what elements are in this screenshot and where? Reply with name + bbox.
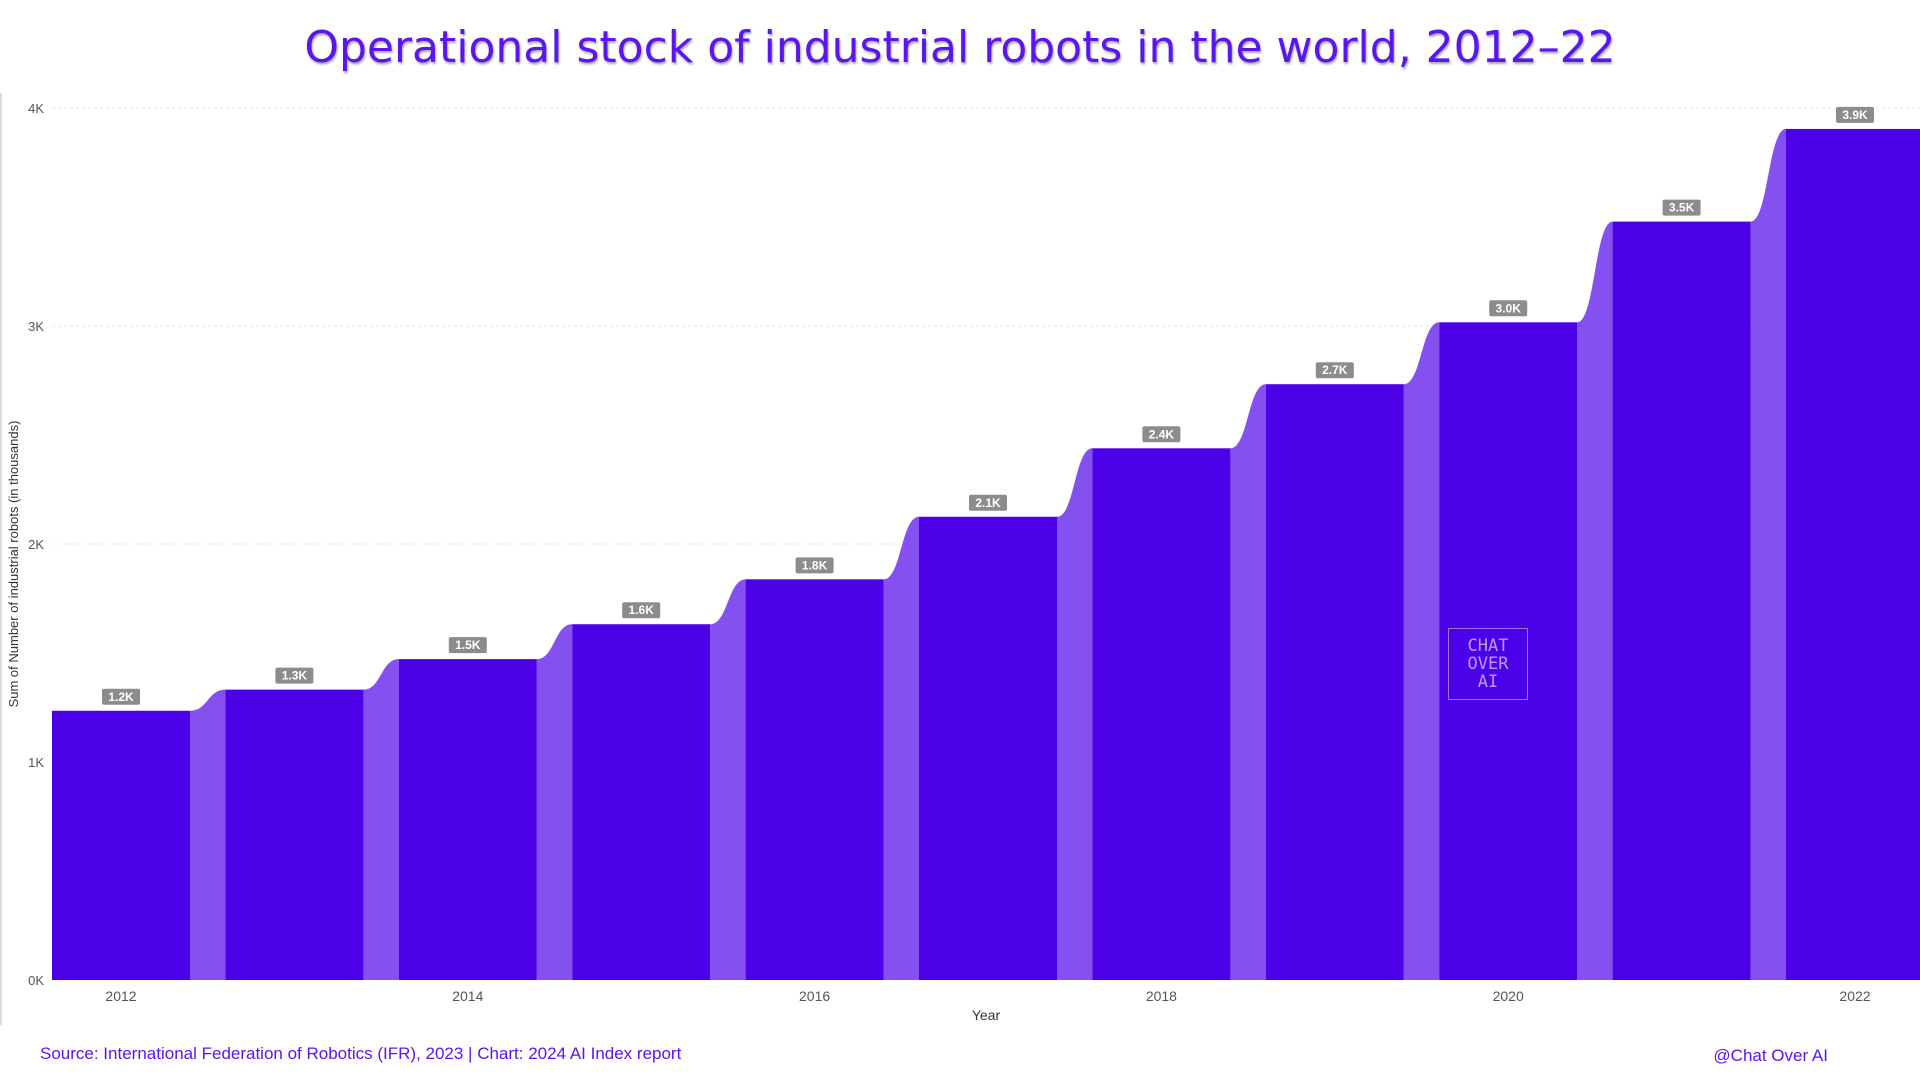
- data-label: 3.0K: [1496, 301, 1522, 315]
- bar-2018: [1092, 448, 1231, 981]
- bar-chart: 0K 1K 2K 3K 4K 1.2K 1.3K 1.5K 1.6K 1.8K 2.1K 2.4K 2.…: [0, 93, 1920, 1025]
- data-label: 1.8K: [802, 558, 828, 572]
- bar-connector: [363, 659, 399, 980]
- bar-2016: [745, 579, 884, 980]
- watermark-line-3: AI: [1477, 672, 1499, 692]
- bar-connector: [1230, 384, 1266, 980]
- chart-title: Operational stock of industrial robots i…: [304, 22, 1616, 73]
- bar-2022: [1786, 128, 1920, 981]
- data-label: 1.5K: [455, 638, 481, 652]
- bar-connector: [190, 689, 226, 980]
- x-tick-label: 2014: [452, 988, 483, 1004]
- y-tick-label: 3K: [28, 319, 44, 334]
- bar-connector: [710, 579, 746, 980]
- credit-handle: @Chat Over AI: [1713, 1046, 1828, 1065]
- y-tick-label: 4K: [28, 101, 44, 116]
- data-label-bg: [795, 557, 834, 574]
- bar-connector: [1403, 322, 1440, 980]
- x-tick-label: 2012: [105, 988, 136, 1004]
- watermark-line-2: OVER: [1467, 654, 1509, 674]
- bar-connector: [1057, 448, 1093, 981]
- data-label-bg: [622, 602, 661, 619]
- data-label-bg: [1315, 362, 1354, 379]
- bar-2021: [1612, 221, 1751, 980]
- data-label-bg: [275, 667, 314, 684]
- x-tick-label: 2018: [1146, 988, 1177, 1004]
- bar-2014: [398, 659, 537, 980]
- data-label-bg: [1489, 300, 1528, 317]
- y-tick-label: 0K: [28, 973, 44, 988]
- data-label: 3.5K: [1669, 201, 1695, 215]
- y-tick-label: 1K: [28, 755, 44, 770]
- data-label-bg: [969, 494, 1007, 511]
- bar-connector: [1750, 128, 1786, 981]
- bar-2012: [52, 710, 190, 980]
- x-tick-label: 2016: [799, 988, 830, 1004]
- chat-over-ai-watermark: CHAT OVER AI: [1448, 628, 1528, 700]
- data-label-bg: [448, 637, 487, 654]
- data-label-bg: [1836, 106, 1874, 123]
- data-label: 2.1K: [975, 496, 1001, 510]
- y-axis-title: Sum of Number of industrial robots (in t…: [6, 421, 21, 708]
- bar-2013: [225, 689, 364, 980]
- data-label: 3.9K: [1842, 108, 1868, 122]
- data-label: 1.3K: [282, 669, 308, 683]
- x-tick-label: 2020: [1493, 988, 1524, 1004]
- bar-2015: [572, 624, 711, 980]
- data-label-bg: [1662, 199, 1701, 216]
- data-label-bg: [102, 688, 140, 705]
- bar-connector: [536, 624, 573, 980]
- bar-connector: [1577, 221, 1613, 980]
- data-label: 1.6K: [629, 603, 655, 617]
- x-tick-label: 2022: [1839, 988, 1870, 1004]
- data-label: 1.2K: [108, 690, 134, 704]
- data-label: 2.7K: [1322, 363, 1348, 377]
- y-tick-label: 2K: [28, 537, 44, 552]
- data-label: 2.4K: [1149, 427, 1175, 441]
- watermark-line-1: CHAT: [1467, 636, 1509, 656]
- bar-2020: [1439, 322, 1578, 980]
- data-label-bg: [1142, 426, 1181, 443]
- bar-2017: [919, 516, 1057, 980]
- source-note: Source: International Federation of Robo…: [40, 1044, 682, 1063]
- bar-connector: [883, 516, 919, 980]
- x-axis-title: Year: [972, 1007, 1001, 1023]
- bar-2019: [1265, 384, 1404, 980]
